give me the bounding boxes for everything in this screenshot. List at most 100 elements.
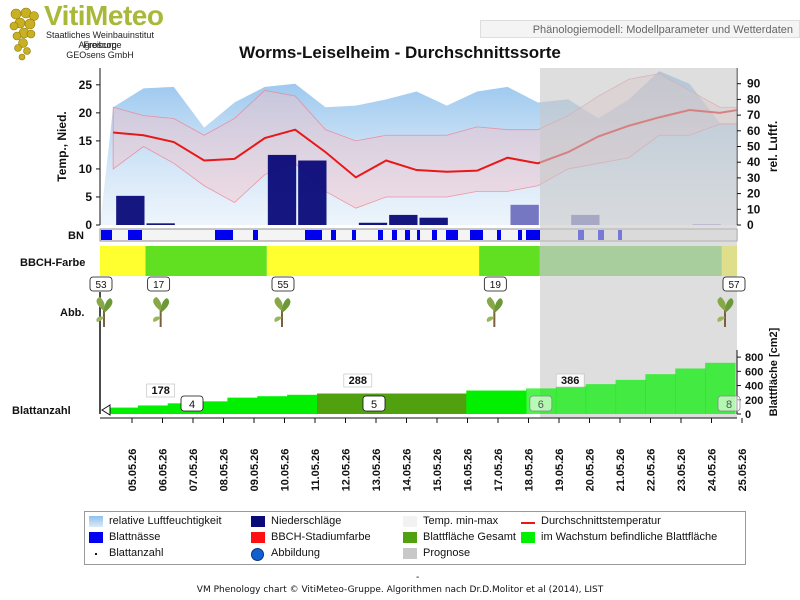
leaf-wetness-mark	[392, 230, 397, 240]
legend-label: Blattanzahl	[109, 547, 164, 559]
date-tick-label: 17.05.26	[493, 449, 505, 492]
leaf-wetness-mark	[470, 230, 483, 240]
precip-bar	[267, 154, 297, 225]
bbch-stage-label: 17	[153, 280, 165, 291]
humidity-tick-label: 30	[747, 171, 761, 185]
date-tick-label: 11.05.26	[310, 449, 322, 491]
bbch-segment	[479, 246, 540, 276]
temp-tick-label: 20	[79, 106, 93, 120]
legend-swatch-humidity	[89, 516, 103, 527]
leaf-count-box	[717, 395, 741, 412]
humidity-tick-label: 60	[747, 124, 761, 138]
leaf-wetness-mark	[352, 230, 356, 240]
bbch-stage-label: 53	[95, 280, 107, 291]
legend-swatch-precip	[251, 516, 265, 527]
temp-tick-label: 15	[79, 134, 93, 148]
bbch-stage-label: 19	[490, 280, 502, 291]
bbch-stage-box	[271, 276, 295, 292]
bbch-segment	[145, 246, 267, 276]
humidity-tick-label: 70	[747, 108, 761, 122]
leaf-wetness-mark	[101, 230, 112, 240]
legend-swatch-leaf_total	[403, 532, 417, 543]
temp-axis-title: Temp., Nied.	[55, 111, 69, 181]
legend: relative Luftfeuchtigkeit Niederschläge Te…	[84, 511, 746, 565]
legend-label: Blattfläche Gesamt	[423, 531, 516, 543]
temp-tick-label: 5	[85, 190, 92, 204]
bbch-stage-box	[147, 276, 171, 292]
legend-label: Temp. min-max	[423, 515, 499, 527]
vine-illustration-icon	[486, 297, 503, 327]
leaf-area-axis-title: Blattfläche [cm2]	[768, 327, 780, 416]
legend-swatch-dot	[95, 553, 97, 555]
legend-label: Abbildung	[271, 547, 320, 559]
leaf-wetness-mark	[378, 230, 383, 240]
leaf-area-bar	[555, 386, 587, 414]
leaf-area-label: 178	[151, 385, 169, 397]
humidity-tick-label: 20	[747, 187, 761, 201]
legend-label: Durchschnittstemperatur	[541, 515, 661, 527]
precip-bar	[389, 214, 418, 225]
leaf-wetness-mark	[405, 230, 410, 240]
date-tick-label: 21.05.26	[615, 449, 627, 492]
illustration-row-label: Abb.	[60, 307, 84, 319]
leaf-area-tick-label: 600	[745, 366, 763, 378]
leaf-area-tick-label: 800	[745, 352, 763, 364]
leaf-area-bar	[287, 394, 318, 414]
legend-swatch-forecast	[403, 548, 417, 559]
legend-label: im Wachstum befindliche Blattfläche	[541, 531, 718, 543]
temp-tick-label: 25	[79, 78, 93, 92]
leaf-area-bar	[615, 379, 646, 414]
leaf-area-label: 288	[349, 375, 367, 387]
date-tick-label: 23.05.26	[676, 449, 688, 492]
vine-illustration-icon	[153, 297, 170, 327]
date-tick-label: 05.05.26	[127, 449, 139, 492]
leaf-count-label: 6	[538, 399, 544, 411]
humidity-axis-title: rel. Luftf.	[766, 121, 780, 172]
humidity-tick-label: 0	[747, 218, 754, 232]
leaf-area-bar	[585, 384, 617, 414]
leaf-count-box	[180, 395, 204, 412]
leaf-wetness-mark	[497, 230, 501, 240]
date-tick-label: 25.05.26	[737, 449, 749, 492]
date-tick-label: 12.05.26	[341, 449, 353, 492]
date-tick-label: 15.05.26	[432, 449, 444, 492]
date-tick-label: 22.05.26	[646, 449, 658, 492]
date-tick-label: 13.05.26	[371, 449, 383, 492]
leaf-area-bar	[227, 397, 258, 414]
leaf-wetness-mark	[253, 230, 258, 240]
legend-swatch-plus	[251, 548, 264, 561]
date-tick-label: 14.05.26	[402, 449, 414, 492]
bbch-stage-label: 57	[728, 280, 740, 291]
model-tab[interactable]: Phänologiemodell: Modellparameter und We…	[480, 20, 800, 38]
precip-bar	[510, 204, 539, 225]
leaf-area-bar	[675, 368, 706, 414]
humidity-tick-label: 90	[747, 77, 761, 91]
precip-bar	[298, 160, 327, 225]
footer-copyright: VM Phenology chart © VitiMeteo-Gruppe. A…	[196, 585, 604, 595]
grape-logo-icon	[9, 7, 39, 61]
vine-illustration-icon	[717, 297, 734, 327]
precip-bar	[146, 223, 175, 225]
leaf-wetness-mark	[446, 230, 458, 240]
date-tick-label: 06.05.26	[158, 449, 170, 492]
date-tick-label: 07.05.26	[188, 449, 200, 492]
legend-swatch-line	[521, 522, 535, 524]
precip-bar	[116, 195, 145, 225]
date-tick-label: 19.05.26	[554, 449, 566, 492]
leaf-area-tick-label: 400	[745, 381, 763, 393]
legend-label: BBCH-Stadiumfarbe	[271, 531, 371, 543]
vine-illustration-icon	[274, 297, 291, 327]
legend-swatch-bbch	[251, 532, 265, 543]
vine-illustration-icon	[96, 297, 113, 327]
legend-label: relative Luftfeuchtigkeit	[109, 515, 222, 527]
logo-line-3: GEOsens GmbH	[66, 50, 134, 60]
leaf-area-bar	[257, 396, 288, 414]
date-tick-label: 09.05.26	[249, 449, 261, 492]
leaf-count-box	[362, 395, 386, 412]
logo-title: VitiMeteo	[44, 0, 164, 31]
humidity-tick-label: 10	[747, 202, 761, 216]
humidity-tick-label: 80	[747, 92, 761, 106]
leaf-wetness-label: BN	[68, 230, 84, 242]
logo-line-2: Agroscope	[78, 40, 122, 50]
